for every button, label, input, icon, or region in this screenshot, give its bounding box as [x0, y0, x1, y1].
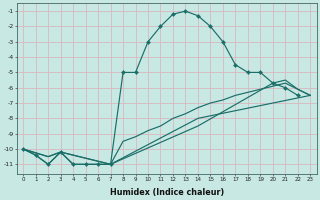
X-axis label: Humidex (Indice chaleur): Humidex (Indice chaleur)	[110, 188, 224, 197]
